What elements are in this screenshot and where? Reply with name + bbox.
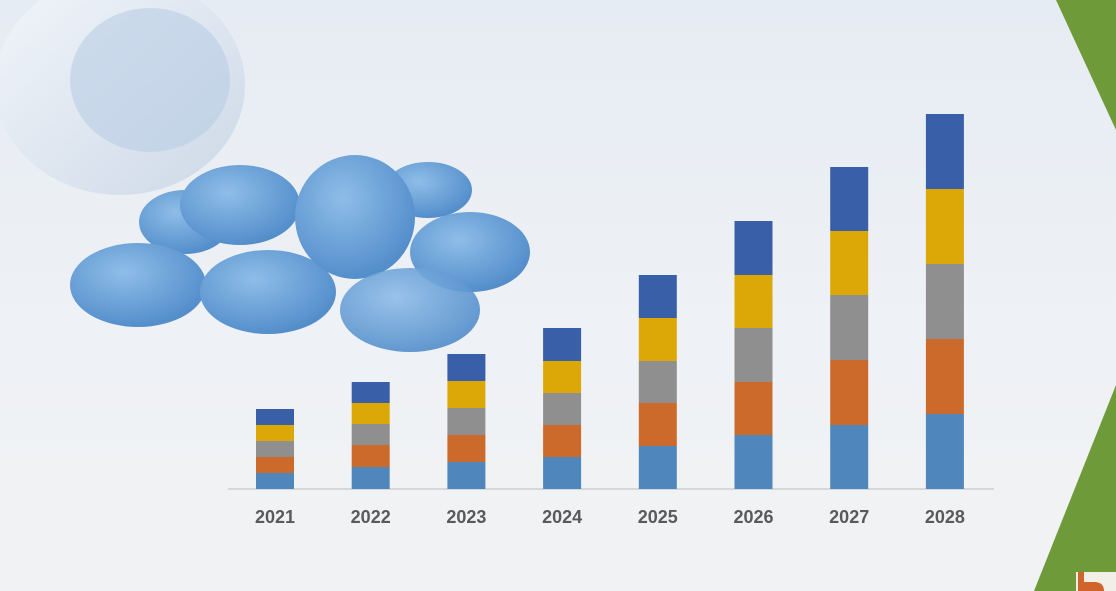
x-tick-label: 2021 <box>255 507 295 527</box>
bar-segment-2025-4 <box>638 318 677 361</box>
bar-segment-2021-1 <box>256 473 294 489</box>
bar-segment-2021-3 <box>256 441 294 457</box>
bar-segment-2022-5 <box>351 382 390 403</box>
bar-segment-2026-4 <box>734 275 773 328</box>
pill <box>70 243 206 327</box>
x-tick-label: 2028 <box>925 507 965 527</box>
x-tick-label: 2025 <box>638 507 678 527</box>
bar-segment-2025-2 <box>638 403 677 446</box>
bar-segment-2028-4 <box>925 189 964 264</box>
pill <box>340 268 480 352</box>
x-tick-label: 2027 <box>829 507 869 527</box>
bar-segment-2024-4 <box>543 361 582 393</box>
pill <box>180 165 300 245</box>
bar-segment-2026-2 <box>734 382 773 435</box>
pills-image <box>0 0 530 352</box>
bar-segment-2026-5 <box>734 221 773 275</box>
bar-segment-2023-1 <box>447 462 486 489</box>
pill <box>295 155 415 279</box>
x-tick-label: 2022 <box>351 507 391 527</box>
pill <box>200 250 336 334</box>
bar-segment-2023-2 <box>447 435 486 462</box>
bar-segment-2022-1 <box>351 467 390 489</box>
bar-segment-2021-5 <box>256 409 294 425</box>
bars-group <box>256 114 964 489</box>
logo-fragment <box>1078 572 1104 591</box>
bar-segment-2022-4 <box>351 403 390 424</box>
right-accent-shape <box>1034 0 1116 591</box>
bar-segment-2028-5 <box>925 114 964 189</box>
pill <box>410 212 530 292</box>
bar-segment-2021-2 <box>256 457 294 473</box>
bar-segment-2023-4 <box>447 381 486 408</box>
bar-segment-2026-1 <box>734 435 773 489</box>
x-tick-label: 2023 <box>446 507 486 527</box>
bar-segment-2025-3 <box>638 361 677 403</box>
bar-segment-2023-3 <box>447 408 486 435</box>
bar-segment-2021-4 <box>256 425 294 441</box>
bar-segment-2028-3 <box>925 264 964 339</box>
bar-segment-2024-1 <box>543 457 582 489</box>
bar-segment-2024-2 <box>543 425 582 457</box>
bar-segment-2027-1 <box>830 425 869 489</box>
bar-segment-2024-3 <box>543 393 582 425</box>
bar-segment-2027-3 <box>830 295 869 360</box>
bar-segment-2022-3 <box>351 424 390 445</box>
bar-segment-2027-5 <box>830 167 869 231</box>
x-tick-labels: 2021 2022 2023 2024 2025 2026 2027 2028 <box>255 507 965 527</box>
bar-segment-2022-2 <box>351 445 390 467</box>
bar-segment-2025-1 <box>638 446 677 489</box>
bar-segment-2023-5 <box>447 354 486 381</box>
bar-segment-2028-1 <box>925 414 964 489</box>
bar-segment-2028-2 <box>925 339 964 414</box>
bar-segment-2026-3 <box>734 328 773 382</box>
bar-segment-2024-5 <box>543 328 582 361</box>
x-tick-label: 2026 <box>733 507 773 527</box>
bar-segment-2025-5 <box>638 275 677 318</box>
bar-segment-2027-2 <box>830 360 869 425</box>
bar-segment-2027-4 <box>830 231 869 295</box>
x-tick-label: 2024 <box>542 507 582 527</box>
